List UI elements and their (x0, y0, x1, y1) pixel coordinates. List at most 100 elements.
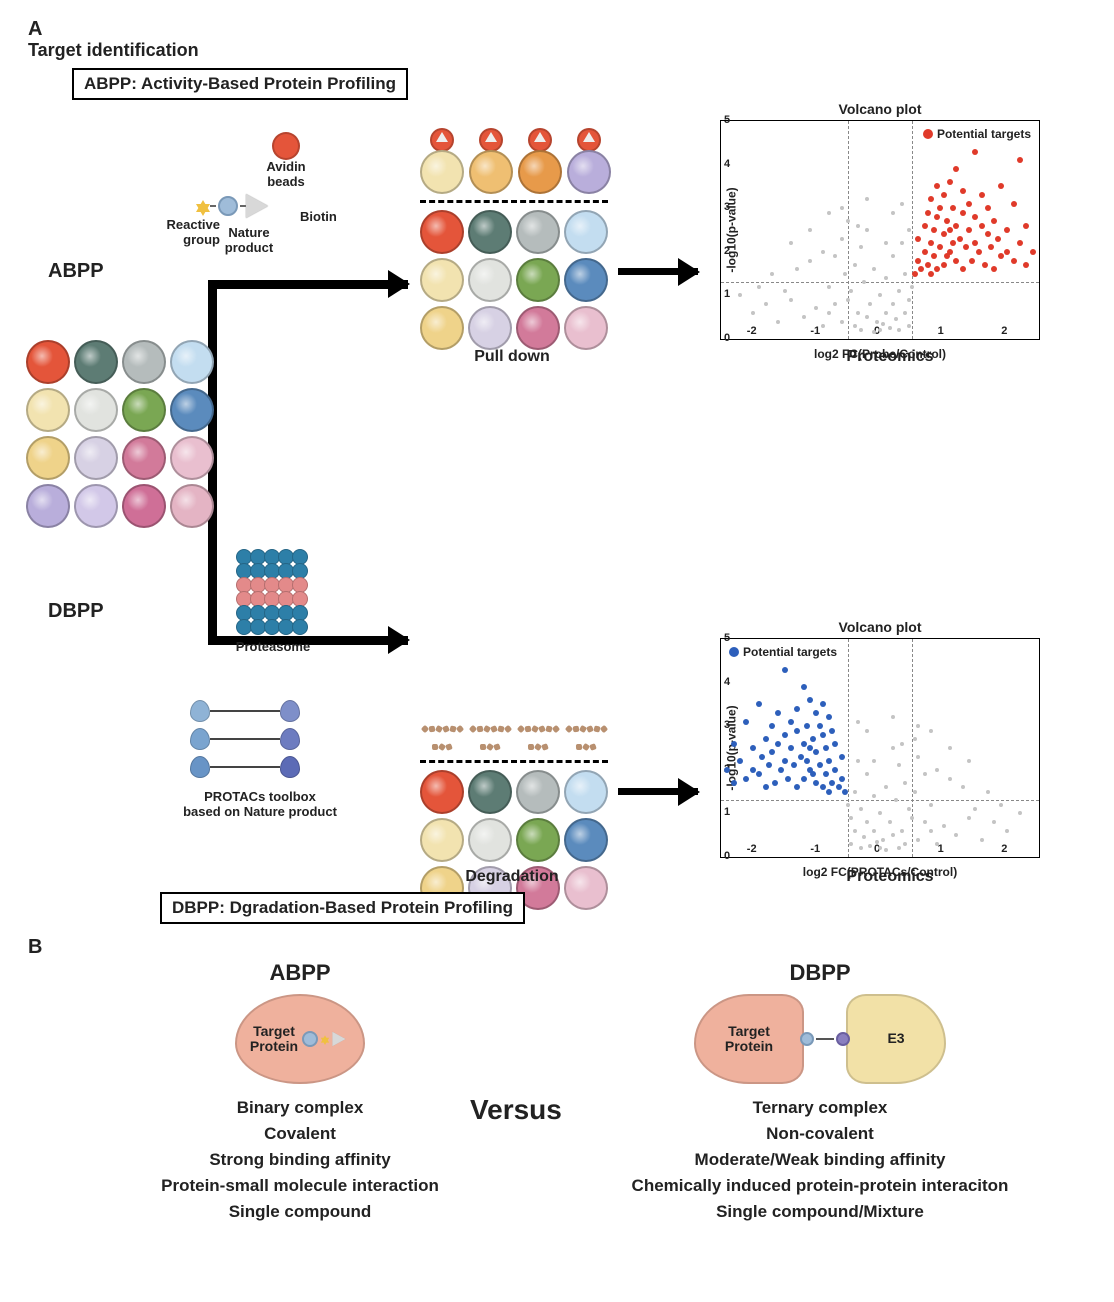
proteome-cell (170, 388, 214, 432)
scatter-point (960, 188, 966, 194)
scatter-point (1011, 258, 1017, 264)
scatter-point (950, 205, 956, 211)
legend-text-b: Potential targets (743, 645, 837, 659)
scatter-point (764, 302, 768, 306)
proteome-cell (26, 340, 70, 384)
scatter-point (856, 311, 860, 315)
remaining-cell (564, 258, 608, 302)
scatter-point (794, 784, 800, 790)
volcano-plot-dbpp: Volcano plot -log10(p-value) log2 FC(PRO… (720, 638, 1040, 858)
scatter-point (916, 724, 920, 728)
remaining-cell (516, 210, 560, 254)
scatter-point (950, 240, 956, 246)
scatter-point (891, 833, 895, 837)
scatter-point (868, 302, 872, 306)
remaining-cell (468, 306, 512, 350)
scatter-point (884, 785, 888, 789)
proteome-cell (74, 436, 118, 480)
proteome-cell (122, 388, 166, 432)
scatter-point (912, 271, 918, 277)
scatter-point (865, 197, 869, 201)
dbpp-properties: Ternary complexNon-covalentModerate/Weak… (610, 1098, 1030, 1222)
scatter-point (788, 745, 794, 751)
scatter-point (967, 759, 971, 763)
scatter-point (878, 293, 882, 297)
scatter-point (910, 816, 914, 820)
proteome-cell (74, 388, 118, 432)
scatter-point (915, 236, 921, 242)
scatter-point (891, 746, 895, 750)
scatter-point (821, 250, 825, 254)
scatter-point (944, 218, 950, 224)
scatter-point (963, 244, 969, 250)
scatter-point (903, 311, 907, 315)
scatter-point (827, 285, 831, 289)
remaining-cell (564, 210, 608, 254)
scatter-point (1011, 201, 1017, 207)
dbpp-blob1-label: TargetProtein (725, 1024, 773, 1055)
scatter-point (1030, 249, 1036, 255)
scatter-point (856, 720, 860, 724)
scatter-point (776, 320, 780, 324)
scatter-point (794, 706, 800, 712)
scatter-point (808, 228, 812, 232)
scatter-point (907, 324, 911, 328)
scatter-point (1018, 811, 1022, 815)
scatter-point (948, 746, 952, 750)
proteome-cell (170, 436, 214, 480)
scatter-point (941, 231, 947, 237)
scatter-point (802, 315, 806, 319)
scatter-point (979, 192, 985, 198)
degraded-fragments (468, 720, 512, 756)
scatter-point (738, 293, 742, 297)
scatter-point (900, 742, 904, 746)
separation-line (420, 760, 608, 766)
dbpp-col-head: DBPP (610, 960, 1030, 986)
scatter-point (804, 758, 810, 764)
scatter-point (853, 790, 857, 794)
scatter-point (853, 324, 857, 328)
reactive-group-label: Reactivegroup (150, 218, 220, 248)
remaining-cell (468, 818, 512, 862)
scatter-point (872, 267, 876, 271)
scatter-point (960, 210, 966, 216)
scatter-point (1023, 223, 1029, 229)
scatter-point (925, 210, 931, 216)
scatter-point (859, 245, 863, 249)
degraded-fragments (516, 720, 560, 756)
protacs-label: PROTACs toolboxbased on Nature product (150, 790, 370, 820)
scatter-point (991, 218, 997, 224)
dbpp-definition-box: DBPP: Dgradation-Based Protein Profiling (160, 892, 525, 924)
remaining-cell (564, 770, 608, 814)
scatter-point (937, 205, 943, 211)
scatter-point (915, 258, 921, 264)
reactive-group-icon (196, 200, 210, 212)
scatter-point (827, 211, 831, 215)
scatter-point (1017, 240, 1023, 246)
scatter-point (922, 249, 928, 255)
legend-dot-red (923, 129, 933, 139)
remaining-cell (420, 306, 464, 350)
scatter-point (1023, 262, 1029, 268)
scatter-point (947, 227, 953, 233)
scatter-point (865, 820, 869, 824)
dbpp-property: Non-covalent (610, 1124, 1030, 1144)
scatter-point (783, 289, 787, 293)
scatter-point (922, 223, 928, 229)
scatter-point (998, 183, 1004, 189)
remaining-cell (420, 258, 464, 302)
scatter-point (832, 767, 838, 773)
scatter-point (798, 754, 804, 760)
scatter-point (778, 767, 784, 773)
abpp-property: Binary complex (90, 1098, 510, 1118)
scatter-point (821, 324, 825, 328)
abpp-property: Covalent (90, 1124, 510, 1144)
proteome-cell (170, 484, 214, 528)
protac-warhead-icon (800, 1032, 814, 1046)
probe-icon (196, 194, 268, 218)
biotin-small-icon (333, 1032, 346, 1046)
scatter-point (923, 772, 927, 776)
arrow-to-proteomics-a (618, 268, 698, 275)
dbpp-property: Single compound/Mixture (610, 1202, 1030, 1222)
scatter-point (903, 781, 907, 785)
